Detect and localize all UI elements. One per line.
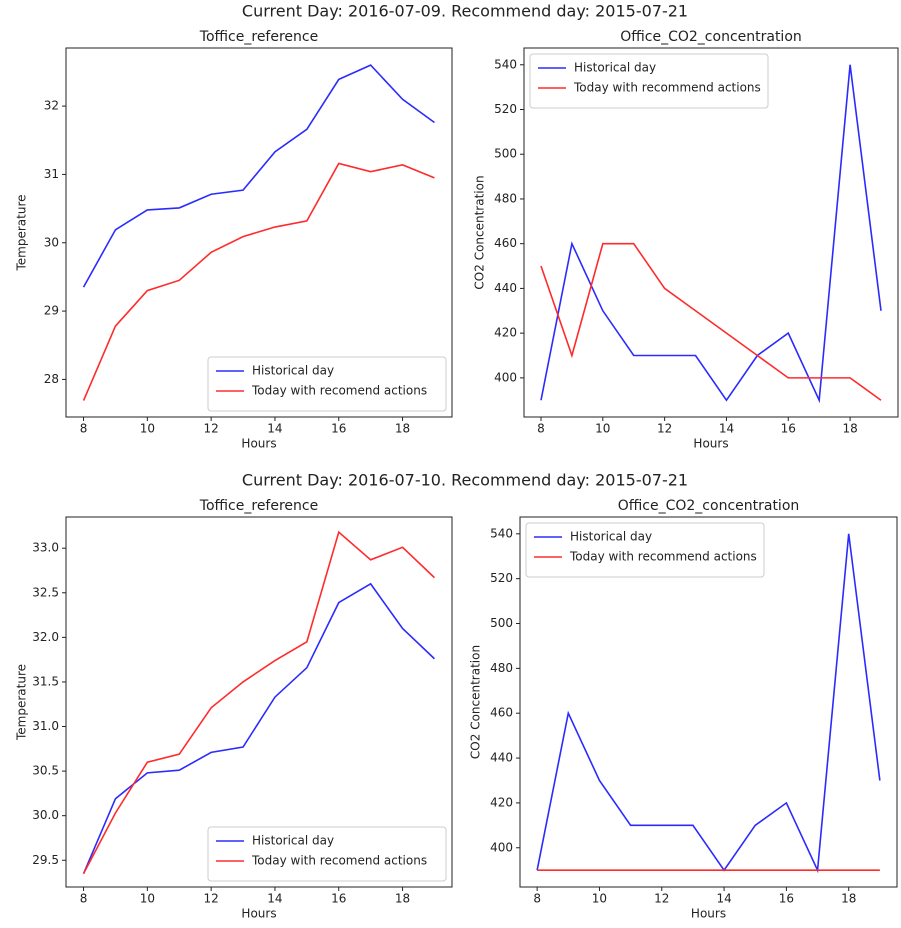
x-tick-label: 16: [781, 422, 796, 436]
series-line: [540, 242, 882, 401]
x-tick-label: 14: [719, 422, 734, 436]
legend-label: Today with recomend actions: [251, 854, 427, 868]
x-tick-label: 16: [331, 422, 346, 436]
legend-label: Historical day: [570, 530, 652, 544]
subplot-title: Toffice_reference: [199, 498, 318, 514]
y-tick-label: 32.5: [32, 585, 59, 599]
y-tick-label: 420: [494, 326, 517, 340]
y-tick-label: 400: [490, 840, 513, 854]
subplot-title: Office_CO2_concentration: [620, 29, 802, 45]
x-tick-label: 14: [267, 422, 282, 436]
y-tick-label: 30.0: [32, 808, 59, 822]
axes-frame: [523, 47, 899, 418]
y-tick-label: 480: [494, 191, 517, 205]
legend-box: [207, 826, 447, 882]
y-tick-label: 31: [44, 167, 59, 181]
x-tick-label: 10: [592, 892, 607, 906]
y-tick-label: 32.0: [32, 630, 59, 644]
y-tick-label: 29.5: [32, 853, 59, 867]
x-tick-label: 8: [80, 892, 88, 906]
y-tick-label: 520: [494, 102, 517, 116]
y-tick-label: 440: [490, 751, 513, 765]
figure-title: Current Day: 2016-07-09. Recommend day: …: [242, 2, 688, 21]
x-tick-label: 16: [331, 892, 346, 906]
figure-title: Current Day: 2016-07-10. Recommend day: …: [242, 471, 688, 490]
x-tick-label: 10: [140, 892, 155, 906]
legend-box: [529, 53, 769, 109]
x-axis-label: Hours: [691, 907, 726, 921]
x-tick-label: 12: [204, 892, 219, 906]
legend-label: Historical day: [252, 364, 334, 378]
x-tick-label: 10: [595, 422, 610, 436]
axes-frame: [65, 516, 453, 888]
x-tick-label: 10: [140, 422, 155, 436]
x-tick-label: 8: [537, 422, 545, 436]
series-line: [82, 582, 436, 874]
legend-box: [207, 356, 447, 412]
x-tick-label: 16: [779, 892, 794, 906]
y-tick-label: 31.5: [32, 674, 59, 688]
series-line: [82, 530, 436, 874]
subplot-title: Toffice_reference: [199, 29, 318, 45]
y-tick-label: 33.0: [32, 541, 59, 555]
legend-label: Historical day: [574, 61, 656, 75]
y-tick-label: 29: [44, 304, 59, 318]
x-tick-label: 14: [267, 892, 282, 906]
x-tick-label: 14: [716, 892, 731, 906]
y-axis-label: CO2 Concentration: [473, 175, 487, 289]
series-line: [82, 64, 435, 288]
y-tick-label: 460: [494, 236, 517, 250]
x-axis-label: Hours: [241, 437, 276, 451]
x-tick-label: 18: [842, 422, 857, 436]
subplot-title: Office_CO2_concentration: [618, 498, 800, 514]
x-axis-label: Hours: [241, 907, 276, 921]
y-tick-label: 540: [490, 526, 513, 540]
y-tick-label: 28: [44, 372, 59, 386]
x-tick-label: 18: [841, 892, 856, 906]
legend-box: [525, 522, 765, 578]
x-tick-label: 12: [657, 422, 672, 436]
axes-frame: [519, 516, 898, 888]
x-tick-label: 12: [204, 422, 219, 436]
legend-label: Today with recomend actions: [251, 384, 427, 398]
y-tick-label: 32: [44, 99, 59, 113]
y-tick-label: 420: [490, 795, 513, 809]
x-axis-label: Hours: [693, 437, 728, 451]
y-tick-label: 31.0: [32, 719, 59, 733]
x-tick-label: 18: [395, 892, 410, 906]
x-tick-label: 8: [533, 892, 541, 906]
y-tick-label: 440: [494, 281, 517, 295]
x-tick-label: 12: [654, 892, 669, 906]
y-axis-label: CO2 Concentration: [469, 645, 483, 759]
x-tick-label: 8: [80, 422, 88, 436]
y-axis-label: Temperature: [15, 664, 29, 741]
y-tick-label: 30.5: [32, 764, 59, 778]
legend-label: Today with recommend actions: [573, 81, 761, 95]
y-tick-label: 30: [44, 235, 59, 249]
x-tick-label: 18: [395, 422, 410, 436]
y-tick-label: 500: [494, 147, 517, 161]
series-line: [536, 533, 881, 874]
series-line: [82, 162, 435, 401]
axes-frame: [65, 47, 453, 418]
y-tick-label: 400: [494, 370, 517, 384]
legend-label: Historical day: [252, 834, 334, 848]
y-tick-label: 480: [490, 661, 513, 675]
y-tick-label: 540: [494, 57, 517, 71]
y-tick-label: 500: [490, 616, 513, 630]
y-tick-label: 520: [490, 571, 513, 585]
y-tick-label: 460: [490, 706, 513, 720]
y-axis-label: Temperature: [15, 194, 29, 271]
series-line: [540, 64, 882, 404]
legend-label: Today with recommend actions: [569, 550, 757, 564]
